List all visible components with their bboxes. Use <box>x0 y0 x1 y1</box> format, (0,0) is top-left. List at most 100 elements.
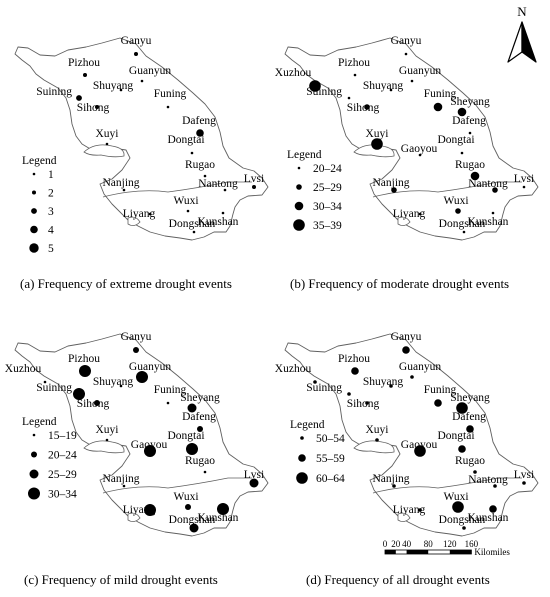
station-marker-suining <box>347 96 351 100</box>
legend-title: Legend <box>22 416 57 428</box>
station-label-liyang: Liyang <box>393 208 426 220</box>
station-label-dongshan: Dongshan <box>169 218 216 230</box>
station-label-sheyang: Sheyang <box>450 392 490 404</box>
station-marker-shuyang <box>389 384 393 388</box>
station-marker-kunshan <box>221 211 225 215</box>
station-marker-ganyu <box>402 346 410 354</box>
hongze-lake <box>353 440 395 454</box>
station-marker-rugao <box>473 470 477 474</box>
station-label-dongshan: Dongshan <box>439 514 486 526</box>
station-label-kunshan: Kunshan <box>198 512 239 524</box>
station-label-suining: Suining <box>306 86 342 98</box>
station-marker-shuyang <box>389 88 393 92</box>
station-marker-dafeng <box>466 425 474 433</box>
legend-marker-30-34 <box>28 487 40 500</box>
legend-marker-25-29 <box>29 469 39 479</box>
station-label-liyang: Liyang <box>123 208 156 220</box>
legend-label-4: 4 <box>48 225 54 237</box>
station-marker-ganyu <box>134 52 138 56</box>
yangtze-river <box>102 181 252 198</box>
station-label-funing: Funing <box>424 384 457 396</box>
station-label-guanyun: Guanyun <box>399 361 441 373</box>
yangtze-river <box>372 477 522 494</box>
station-label-wuxi: Wuxi <box>443 195 468 207</box>
station-marker-rugao <box>203 174 207 178</box>
legend-label-3: 3 <box>48 206 54 218</box>
station-marker-sihong <box>95 105 99 109</box>
legend-label-35-39: 35–39 <box>313 220 342 232</box>
station-label-guanyun: Guanyun <box>129 361 171 373</box>
station-label-nanjing: Nanjing <box>102 473 139 485</box>
station-label-shuyang: Shuyang <box>363 80 404 92</box>
gucheng-lake <box>127 216 141 226</box>
station-marker-gaoyou <box>418 153 422 157</box>
station-label-kunshan: Kunshan <box>468 512 509 524</box>
scale-bar-segment-0 <box>385 550 396 554</box>
station-marker-dongtai <box>460 151 464 155</box>
station-label-pizhou: Pizhou <box>338 353 370 365</box>
legend-marker-60-64 <box>296 472 308 484</box>
station-label-shuyang: Shuyang <box>363 376 404 388</box>
gucheng-lake <box>397 216 411 226</box>
hongze-lake <box>83 440 125 454</box>
station-label-dongtai: Dongtai <box>437 134 474 146</box>
north-arrow-right-half <box>521 21 537 63</box>
station-marker-sheyang <box>457 107 467 117</box>
station-marker-xuzhou <box>43 380 47 384</box>
station-label-nanjing: Nanjing <box>372 177 409 189</box>
station-label-ganyu: Ganyu <box>121 35 152 47</box>
station-label-nantong: Nantong <box>198 178 238 190</box>
station-label-gaoyou: Gaoyou <box>401 439 438 451</box>
legend-title: Legend <box>22 155 57 167</box>
legend-marker-1 <box>32 172 36 176</box>
station-label-shuyang: Shuyang <box>93 376 134 388</box>
province-outline <box>284 333 539 537</box>
legend-label-15-19: 15–19 <box>48 430 77 442</box>
station-label-guanyun: Guanyun <box>129 65 171 77</box>
legend-marker-30-34 <box>294 201 304 211</box>
station-label-kunshan: Kunshan <box>468 216 509 228</box>
caption-panel-d: (d) Frequency of all drought events <box>306 572 490 587</box>
station-marker-dongshan <box>192 230 196 234</box>
station-label-rugao: Rugao <box>455 455 485 467</box>
station-label-pizhou: Pizhou <box>68 353 100 365</box>
station-label-ganyu: Ganyu <box>121 331 152 343</box>
map-panel-d: Ganyu Xuzhou Pizhou Guanyun Suining Shuyang Fu… <box>275 331 539 537</box>
station-marker-nantong <box>493 484 497 488</box>
legend-marker-50-54 <box>300 436 304 440</box>
legend-marker-55-59 <box>298 454 306 462</box>
north-arrow-label: N <box>517 4 527 19</box>
scale-bar-segment-4 <box>449 550 472 554</box>
station-marker-lvsi <box>252 185 256 189</box>
station-marker-liyang <box>144 504 156 516</box>
legend-label-55-59: 55–59 <box>316 453 345 465</box>
station-marker-guanyun <box>410 375 414 379</box>
station-label-dongtai: Dongtai <box>167 134 204 146</box>
station-marker-nantong <box>492 187 498 193</box>
station-label-dafeng: Dafeng <box>182 411 216 423</box>
station-marker-dongshan <box>462 526 466 530</box>
station-label-sheyang: Sheyang <box>180 392 220 404</box>
legend-title: Legend <box>287 149 322 161</box>
scale-tick-40: 40 <box>402 539 412 549</box>
station-label-sihong: Sihong <box>347 398 380 410</box>
station-marker-wuxi <box>452 501 464 513</box>
station-label-pizhou: Pizhou <box>338 57 370 69</box>
station-marker-xuzhou <box>313 380 317 384</box>
station-marker-shuyang <box>119 384 123 388</box>
station-marker-lvsi <box>522 185 526 189</box>
station-marker-rugao <box>470 171 480 181</box>
station-marker-gaoyou <box>144 445 156 457</box>
scale-tick-80: 80 <box>424 539 434 549</box>
station-label-suining: Suining <box>36 86 72 98</box>
station-label-suining: Suining <box>36 382 72 394</box>
scale-tick-0: 0 <box>383 539 388 549</box>
station-label-nantong: Nantong <box>468 474 508 486</box>
station-label-lvsi: Lvsi <box>514 469 534 481</box>
yangtze-river <box>102 477 252 494</box>
province-outline <box>14 333 269 537</box>
station-marker-dongshan <box>462 230 466 234</box>
station-label-dafeng: Dafeng <box>452 115 486 127</box>
station-marker-funing <box>166 401 170 405</box>
